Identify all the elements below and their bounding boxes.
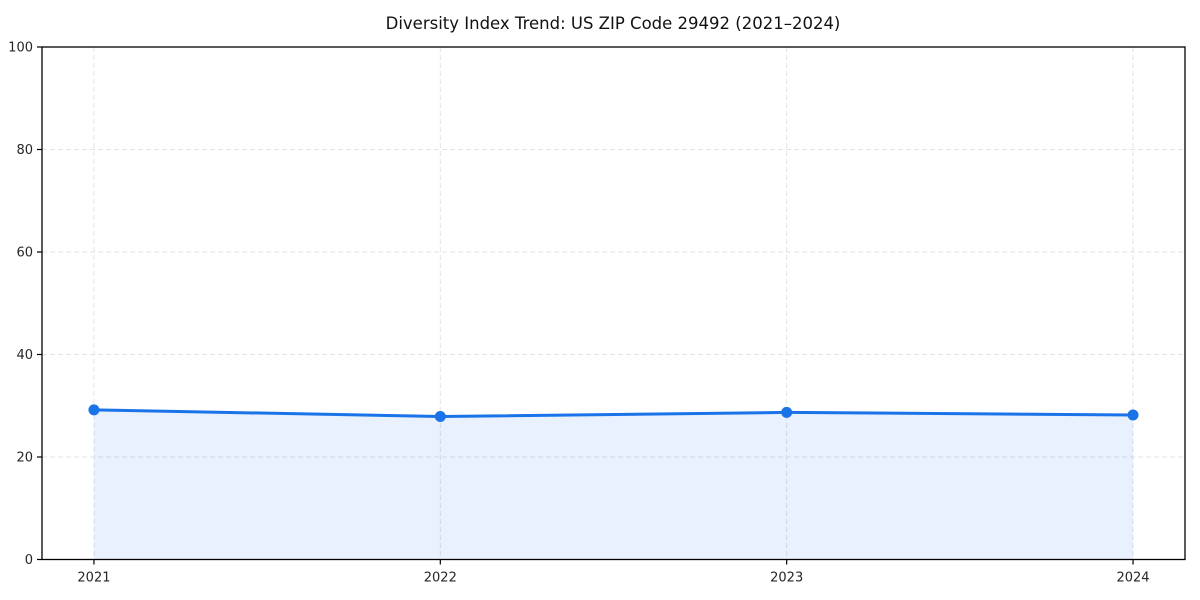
data-point-2021: [88, 404, 100, 416]
gridlines: [42, 47, 1185, 560]
axes-layer: [37, 46, 1186, 565]
y-tick-label-60: 60: [16, 246, 33, 261]
area-fill: [93, 409, 1134, 560]
x-tick-label-2022: 2022: [424, 571, 457, 586]
data-point-2024: [1127, 409, 1139, 421]
y-tick-label-40: 40: [16, 348, 33, 363]
chart-title: Diversity Index Trend: US ZIP Code 29492…: [386, 14, 841, 33]
y-tick-label-80: 80: [16, 143, 33, 158]
data-point-2022: [434, 411, 446, 423]
data-point-layer: [88, 404, 1139, 423]
y-tick-label-20: 20: [16, 451, 33, 466]
plot-box-spines: [41, 46, 1186, 561]
trend-line-layer: [92, 408, 1135, 419]
tick-label-layer: 0 20 40 60 80 100 2021 2022 2023 2024: [8, 41, 1149, 586]
y-tick-label-100: 100: [8, 41, 33, 56]
trend-line-diversity-index: [92, 408, 1135, 419]
area-fill-layer: [93, 409, 1134, 560]
x-tick-label-2021: 2021: [77, 571, 110, 586]
x-tick-label-2023: 2023: [770, 571, 803, 586]
x-tick-label-2024: 2024: [1116, 571, 1149, 586]
data-point-2023: [781, 406, 793, 418]
y-tick-label-0: 0: [25, 553, 33, 568]
